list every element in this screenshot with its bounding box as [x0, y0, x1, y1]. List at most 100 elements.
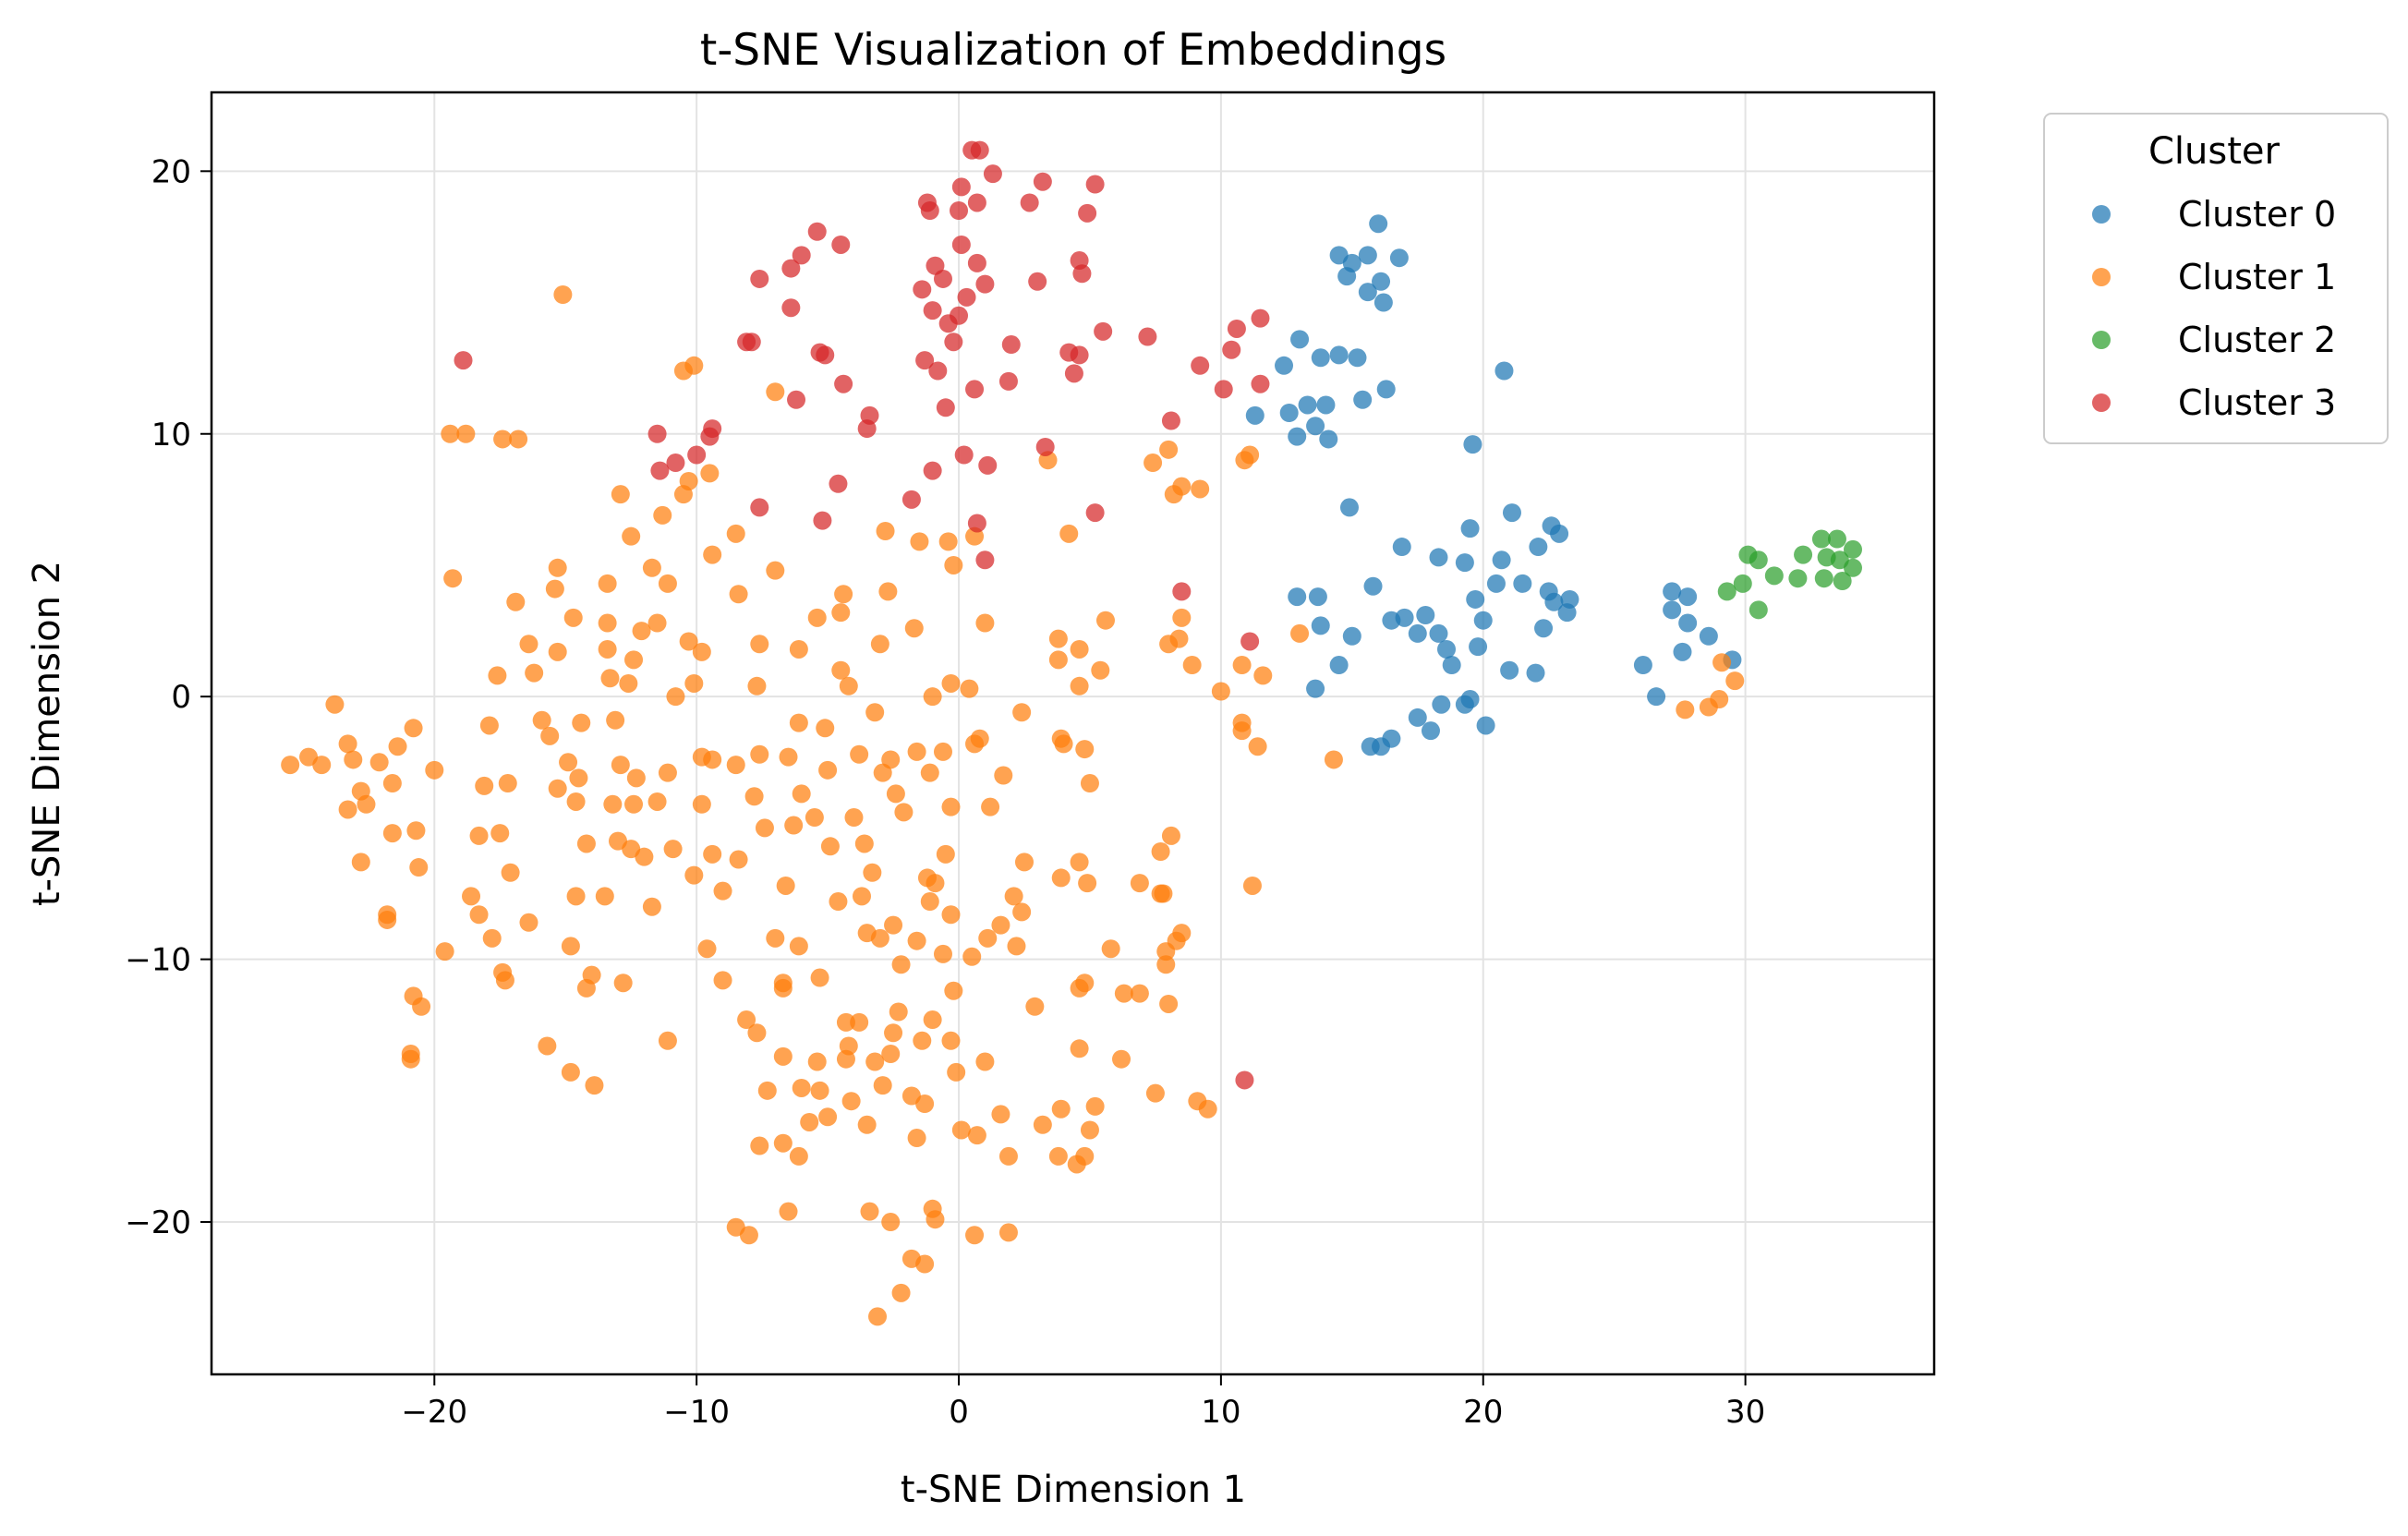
data-point [998, 1146, 1018, 1166]
data-point [1395, 608, 1414, 627]
data-point [454, 351, 473, 370]
data-point [1235, 1070, 1254, 1090]
data-point [834, 374, 853, 393]
data-point [766, 382, 785, 402]
data-point [967, 1126, 986, 1145]
legend-label: Cluster 0 [2178, 194, 2336, 235]
data-point [951, 177, 971, 197]
data-point [1211, 682, 1230, 701]
data-point [836, 1012, 855, 1032]
data-point [1095, 611, 1115, 630]
data-point [792, 784, 811, 804]
data-point [773, 974, 793, 993]
data-point [1712, 653, 1732, 672]
data-point [907, 931, 926, 950]
data-point [1025, 997, 1045, 1016]
data-point [382, 774, 402, 793]
data-point [1245, 405, 1265, 425]
data-point [1130, 874, 1149, 893]
data-point [548, 558, 567, 577]
data-point [1429, 623, 1448, 643]
data-point [338, 800, 357, 819]
data-point [647, 613, 667, 633]
data-point [857, 1115, 877, 1134]
data-point [598, 639, 617, 659]
data-point [1078, 203, 1097, 223]
data-point [975, 274, 995, 294]
data-point [1227, 319, 1246, 338]
data-point [490, 824, 510, 843]
data-point [369, 753, 389, 772]
legend-marker [2092, 331, 2111, 349]
data-point [501, 863, 520, 882]
data-point [1101, 939, 1120, 959]
data-point [1172, 924, 1192, 943]
data-point [703, 844, 722, 864]
data-point [642, 558, 661, 577]
data-point [1460, 690, 1480, 709]
data-point [388, 737, 407, 756]
data-point [1161, 411, 1180, 430]
data-point [1476, 716, 1495, 735]
data-point [1072, 264, 1092, 284]
data-point [576, 978, 596, 998]
data-point [1844, 539, 1863, 559]
data-point [540, 726, 560, 745]
data-point [553, 285, 573, 305]
data-point [1324, 750, 1343, 769]
data-point [684, 673, 704, 693]
data-point [469, 905, 489, 925]
data-point [950, 200, 969, 220]
data-point [873, 1076, 892, 1095]
data-point [1416, 606, 1435, 625]
data-point [647, 424, 667, 443]
data-point [944, 555, 963, 574]
data-point [1460, 519, 1480, 538]
data-point [1833, 572, 1852, 591]
data-point [818, 760, 838, 780]
data-point [876, 521, 895, 540]
legend-marker [2092, 393, 2111, 412]
data-point [941, 1031, 961, 1050]
data-point [1275, 356, 1294, 375]
data-point [1389, 248, 1409, 268]
data-point [750, 744, 769, 764]
data-point [750, 269, 769, 288]
data-point [404, 719, 423, 738]
data-point [576, 834, 596, 853]
y-tick-label: 10 [151, 417, 191, 454]
data-point [572, 713, 591, 732]
data-point [915, 1095, 935, 1114]
data-point [820, 837, 840, 856]
data-point [703, 545, 722, 564]
data-point [1020, 193, 1039, 212]
data-point [868, 1307, 888, 1326]
data-point [1075, 740, 1095, 759]
data-point [926, 1210, 945, 1229]
data-point [936, 398, 955, 417]
x-tick-label: −20 [401, 1394, 467, 1431]
data-point [692, 642, 711, 661]
data-point [1091, 660, 1110, 680]
data-point [1550, 524, 1569, 543]
data-point [462, 887, 481, 906]
data-point [975, 1052, 995, 1071]
data-point [813, 511, 832, 530]
data-point [1290, 330, 1310, 349]
data-point [755, 818, 774, 838]
data-point [1342, 626, 1361, 646]
data-point [1279, 404, 1299, 422]
data-point [666, 454, 685, 473]
data-point [559, 753, 578, 772]
data-point [836, 1049, 855, 1069]
data-point [506, 592, 526, 611]
data-point [443, 569, 463, 588]
data-point [991, 1105, 1010, 1124]
data-point [1051, 868, 1071, 888]
data-point [923, 1010, 942, 1030]
data-point [1529, 538, 1548, 557]
data-point [1151, 841, 1170, 861]
data-point [941, 797, 961, 816]
data-point [965, 1226, 985, 1245]
data-point [941, 673, 961, 693]
